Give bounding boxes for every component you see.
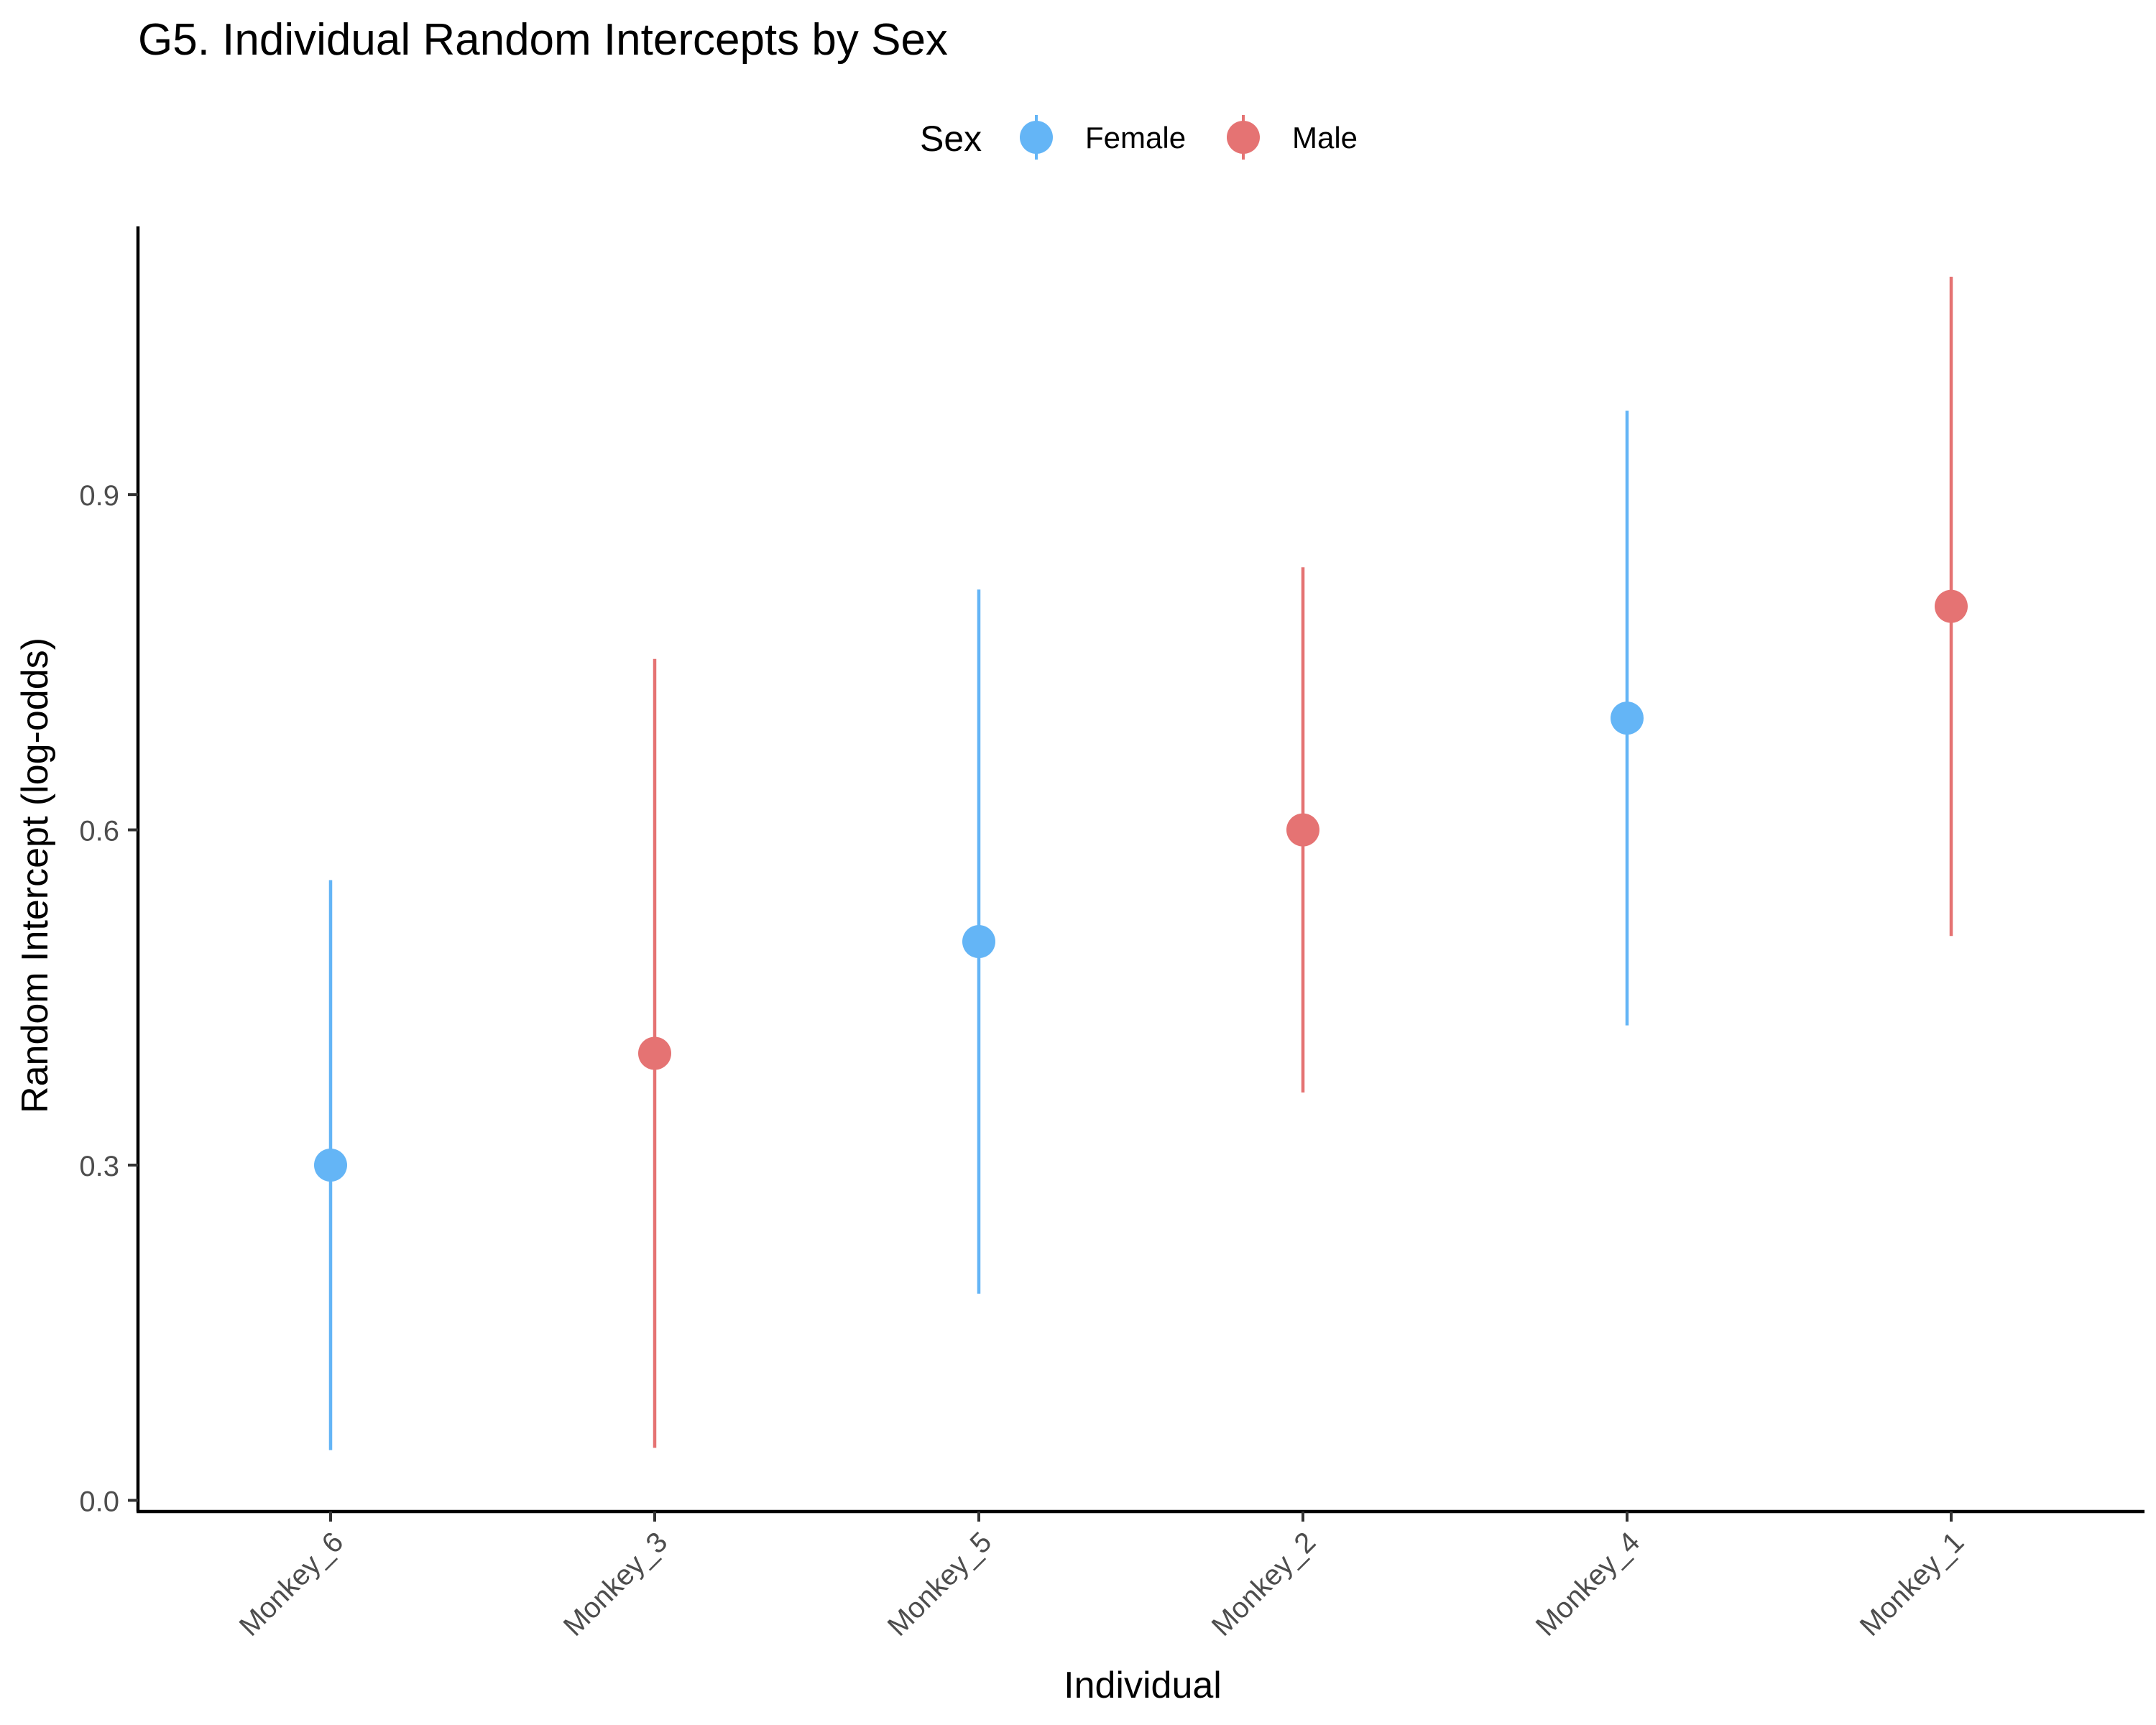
y-axis-label: Random Intercept (log-odds) [14, 638, 56, 1113]
y-tick-label: 0.9 [79, 480, 119, 512]
y-ticks: 0.0 0.3 0.6 0.9 [79, 480, 138, 1517]
chart-title: G5. Individual Random Intercepts by Sex [138, 15, 948, 65]
legend-key-dot [1020, 121, 1053, 154]
x-tick-label: Monkey_2 [1206, 1526, 1322, 1642]
legend-title: Sex [920, 119, 982, 159]
legend: Sex Female Male [920, 115, 1358, 160]
y-tick-label: 0.3 [79, 1151, 119, 1182]
data-point [1935, 589, 1968, 623]
x-tick-label: Monkey_5 [882, 1526, 998, 1642]
x-ticks: Monkey_6 Monkey_3 Monkey_5 Monkey_2 Monkey_4… [234, 1512, 1971, 1642]
legend-label: Male [1292, 121, 1358, 155]
data-point [1286, 813, 1319, 847]
data-point [962, 925, 995, 959]
x-axis-label: Individual [1064, 1665, 1222, 1706]
y-tick-label: 0.6 [79, 816, 119, 847]
legend-label: Female [1085, 121, 1186, 155]
data-point [1611, 702, 1644, 735]
legend-key-dot [1227, 121, 1260, 154]
plot-area [314, 276, 1968, 1450]
x-tick-label: Monkey_1 [1854, 1526, 1971, 1642]
data-point [638, 1036, 671, 1070]
y-tick-label: 0.0 [79, 1486, 119, 1517]
x-tick-label: Monkey_3 [558, 1526, 674, 1642]
x-tick-label: Monkey_6 [234, 1526, 350, 1642]
x-tick-label: Monkey_4 [1530, 1526, 1646, 1642]
data-point [314, 1149, 347, 1182]
